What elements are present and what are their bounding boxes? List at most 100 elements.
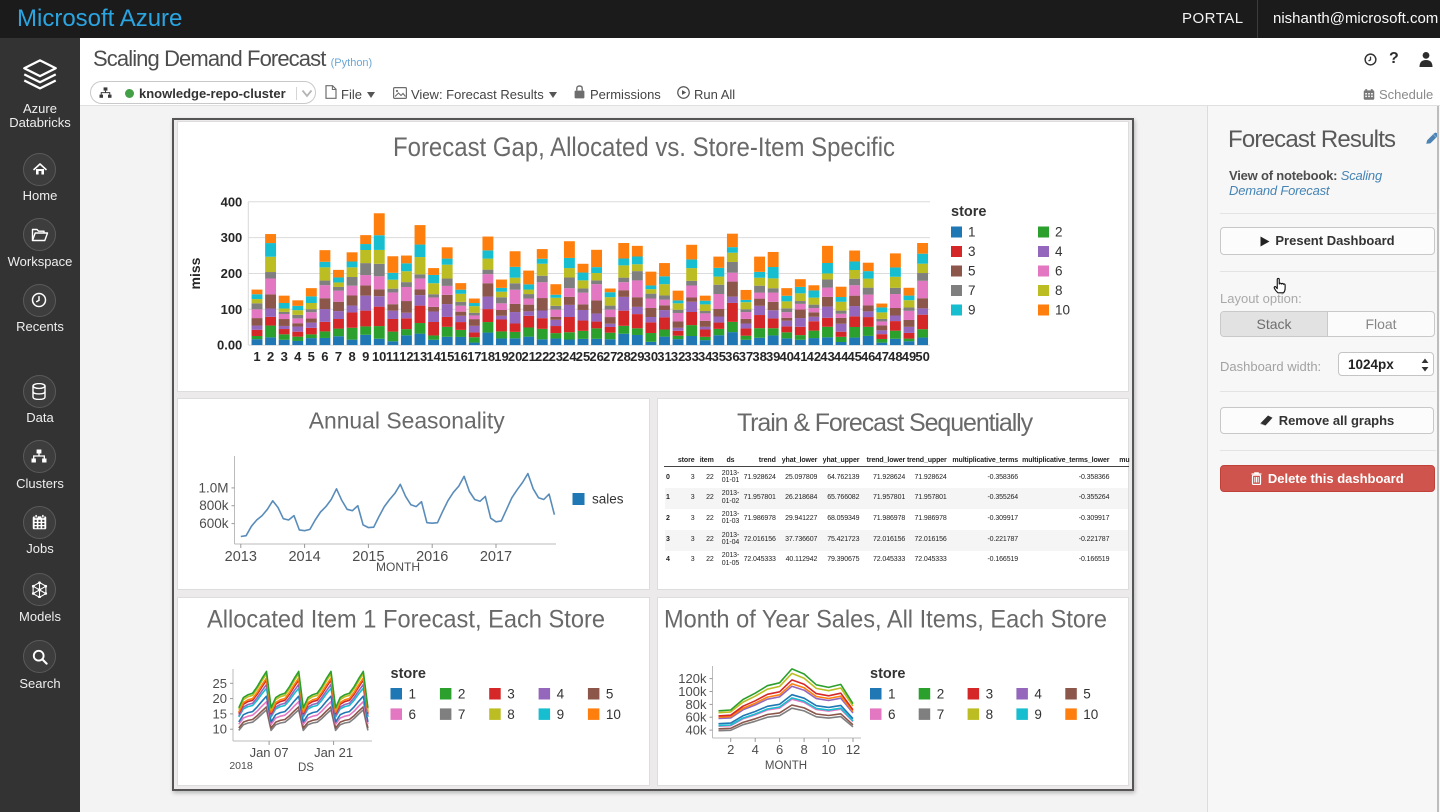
svg-text:800k: 800k — [199, 498, 229, 513]
svg-text:13: 13 — [413, 349, 427, 364]
svg-text:80k: 80k — [686, 697, 707, 712]
svg-text:1.0M: 1.0M — [198, 480, 228, 495]
svg-text:19: 19 — [494, 349, 508, 364]
svg-text:9: 9 — [968, 303, 976, 318]
svg-text:MONTH: MONTH — [376, 560, 420, 574]
svg-text:10: 10 — [213, 722, 227, 737]
svg-text:2015: 2015 — [352, 549, 384, 565]
svg-text:60k: 60k — [686, 710, 707, 725]
svg-text:Jan 07: Jan 07 — [250, 745, 289, 760]
svg-text:8: 8 — [348, 349, 355, 364]
svg-text:14: 14 — [426, 349, 441, 364]
svg-text:25: 25 — [213, 676, 227, 691]
svg-text:17: 17 — [467, 349, 481, 364]
svg-text:9: 9 — [362, 349, 369, 364]
svg-text:41: 41 — [793, 349, 807, 364]
svg-text:100k: 100k — [678, 684, 707, 699]
svg-text:35: 35 — [712, 349, 726, 364]
svg-text:2013: 2013 — [225, 549, 257, 565]
svg-text:27: 27 — [603, 349, 617, 364]
svg-text:7: 7 — [458, 707, 466, 722]
svg-text:8: 8 — [800, 742, 807, 757]
svg-text:120k: 120k — [678, 671, 707, 686]
svg-text:36: 36 — [725, 349, 739, 364]
svg-text:10: 10 — [821, 742, 835, 757]
svg-text:42: 42 — [807, 349, 821, 364]
svg-text:2: 2 — [458, 687, 466, 702]
svg-text:18: 18 — [481, 349, 495, 364]
svg-text:21: 21 — [521, 349, 535, 364]
svg-text:Jan 21: Jan 21 — [314, 745, 353, 760]
svg-text:Month of Year Sales, All Items: Month of Year Sales, All Items, Each Sto… — [664, 606, 1107, 634]
svg-text:3: 3 — [986, 687, 994, 702]
svg-text:7: 7 — [937, 707, 945, 722]
svg-text:2: 2 — [727, 742, 734, 757]
svg-text:43: 43 — [820, 349, 834, 364]
svg-text:28: 28 — [616, 349, 630, 364]
svg-text:39: 39 — [766, 349, 780, 364]
svg-text:5: 5 — [1083, 687, 1091, 702]
svg-text:46: 46 — [861, 349, 875, 364]
svg-text:2018: 2018 — [229, 760, 253, 772]
svg-text:0.00: 0.00 — [217, 338, 242, 353]
svg-text:Annual Seasonality: Annual Seasonality — [309, 408, 505, 434]
svg-text:100: 100 — [221, 302, 243, 317]
svg-text:23: 23 — [549, 349, 563, 364]
svg-text:12: 12 — [846, 742, 860, 757]
svg-text:45: 45 — [847, 349, 861, 364]
svg-text:10: 10 — [1055, 303, 1070, 318]
svg-text:2: 2 — [937, 687, 945, 702]
svg-text:5: 5 — [308, 349, 315, 364]
svg-text:2017: 2017 — [480, 549, 512, 565]
svg-text:300: 300 — [221, 230, 243, 245]
svg-text:20: 20 — [213, 691, 227, 706]
svg-text:12: 12 — [399, 349, 413, 364]
svg-text:4: 4 — [557, 687, 565, 702]
svg-text:10: 10 — [372, 349, 386, 364]
svg-text:3: 3 — [507, 687, 515, 702]
svg-text:15: 15 — [440, 349, 454, 364]
svg-text:6: 6 — [1055, 264, 1063, 279]
svg-text:11: 11 — [386, 349, 400, 364]
svg-text:8: 8 — [986, 707, 994, 722]
svg-text:9: 9 — [1034, 707, 1042, 722]
svg-text:Forecast Gap, Allocated vs. St: Forecast Gap, Allocated vs. Store-Item S… — [393, 132, 895, 162]
svg-text:33: 33 — [684, 349, 698, 364]
svg-text:6: 6 — [776, 742, 783, 757]
svg-text:7: 7 — [335, 349, 342, 364]
svg-text:2: 2 — [1055, 225, 1063, 240]
svg-text:24: 24 — [562, 349, 577, 364]
svg-text:38: 38 — [752, 349, 766, 364]
svg-text:20: 20 — [508, 349, 522, 364]
svg-text:store: store — [391, 666, 426, 682]
svg-text:25: 25 — [576, 349, 590, 364]
svg-text:6: 6 — [409, 707, 417, 722]
svg-text:44: 44 — [834, 349, 849, 364]
svg-text:48: 48 — [888, 349, 902, 364]
svg-text:200: 200 — [221, 266, 243, 281]
svg-text:4: 4 — [752, 742, 759, 757]
svg-text:DS: DS — [298, 762, 314, 774]
svg-text:Allocated Item 1 Forecast, Eac: Allocated Item 1 Forecast, Each Store — [207, 606, 605, 634]
svg-text:sales: sales — [592, 492, 624, 507]
svg-text:29: 29 — [630, 349, 644, 364]
svg-text:10: 10 — [606, 707, 621, 722]
svg-text:16: 16 — [453, 349, 467, 364]
svg-text:26: 26 — [589, 349, 603, 364]
svg-text:4: 4 — [1034, 687, 1042, 702]
svg-text:40: 40 — [779, 349, 793, 364]
svg-text:7: 7 — [968, 283, 976, 298]
svg-text:400: 400 — [221, 194, 243, 209]
svg-text:1: 1 — [968, 225, 976, 240]
svg-text:50: 50 — [915, 349, 929, 364]
svg-text:MONTH: MONTH — [765, 760, 807, 772]
svg-text:22: 22 — [535, 349, 549, 364]
svg-text:2014: 2014 — [288, 549, 320, 565]
svg-text:5: 5 — [606, 687, 614, 702]
svg-text:miss: miss — [187, 257, 203, 289]
svg-text:4: 4 — [1055, 244, 1063, 259]
svg-text:1: 1 — [253, 349, 260, 364]
svg-text:5: 5 — [968, 264, 976, 279]
svg-text:47: 47 — [875, 349, 889, 364]
svg-text:10: 10 — [1083, 707, 1098, 722]
